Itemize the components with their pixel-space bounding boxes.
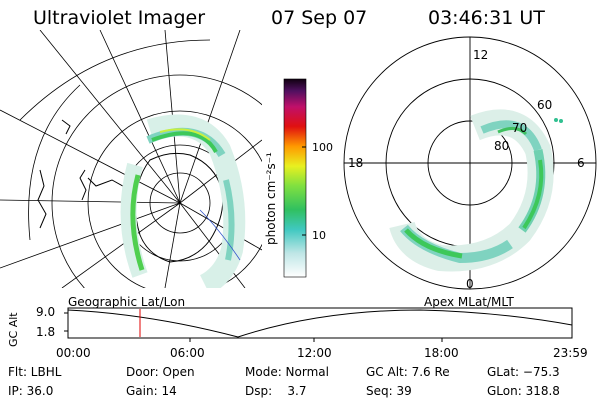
status-ip: IP: 36.0	[8, 384, 54, 398]
status-door: Door: Open	[126, 365, 195, 379]
geo-lat-circle	[51, 74, 262, 288]
mlt-label-noon: 12	[473, 48, 489, 62]
orbit-strip-frame	[67, 307, 573, 339]
instrument-title: Ultraviolet Imager	[33, 7, 206, 29]
orbit-y-bottom: 1.8	[36, 325, 56, 339]
coastline	[61, 119, 71, 135]
status-gain: Gain: 14	[126, 384, 177, 398]
coastline	[37, 169, 47, 229]
coastline	[79, 169, 87, 201]
orbit-left-caption: Geographic Lat/Lon	[68, 295, 186, 309]
geo-meridian	[179, 30, 241, 204]
geo-meridian	[39, 30, 181, 204]
status-mode: Mode: Normal	[245, 365, 329, 379]
status-gc-alt: GC Alt: 7.6 Re	[366, 365, 450, 379]
geo-auroral-oval	[120, 114, 246, 288]
color-scale-bar	[283, 78, 307, 278]
geo-lat-circle	[87, 110, 262, 288]
geo-meridian	[179, 202, 262, 251]
geo-meridian	[0, 199, 181, 204]
orbit-altitude-curve	[67, 309, 573, 338]
time-tick-label: 00:00	[56, 346, 91, 360]
geo-meridian	[179, 202, 246, 288]
mlat-label-60: 60	[537, 98, 553, 112]
mlt-label-midnight: 0	[466, 277, 474, 291]
orbit-y-top: 9.0	[36, 305, 56, 319]
geo-meridian	[99, 30, 181, 204]
time-tick-label: 23:59	[553, 346, 588, 360]
mlt-label-dawn: 6	[577, 156, 585, 170]
geo-meridian	[0, 202, 181, 269]
mlt-label-dusk: 18	[348, 156, 364, 170]
status-seq: Seq: 39	[366, 384, 412, 398]
orbit-right-caption: Apex MLat/MLT	[424, 295, 514, 309]
colorbar-label-100: 100	[312, 141, 333, 154]
geo-meridian	[164, 202, 181, 288]
mlt-auroral-oval	[389, 109, 563, 272]
time-label: 03:46:31 UT	[428, 7, 545, 29]
geo-meridian	[61, 202, 181, 288]
mlat-label-80: 80	[494, 139, 510, 153]
date-label: 07 Sep 07	[271, 7, 368, 29]
geo-outer-arc	[19, 39, 211, 121]
geo-meridian	[0, 109, 181, 204]
mlat-label-70: 70	[512, 121, 528, 135]
colorbar-label-10: 10	[312, 229, 326, 242]
time-tick-label: 12:00	[297, 346, 332, 360]
geo-lat-circle	[149, 172, 211, 234]
status-glon: GLon: 318.8	[487, 384, 560, 398]
time-tick-label: 18:00	[424, 346, 459, 360]
geo-outer-arc	[28, 84, 81, 241]
status-glat: GLat: −75.3	[487, 365, 560, 379]
status-dsp: Dsp: 3.7	[245, 384, 307, 398]
status-filter: Flt: LBHL	[8, 365, 62, 379]
time-tick-label: 06:00	[170, 346, 205, 360]
coastline	[87, 177, 131, 191]
